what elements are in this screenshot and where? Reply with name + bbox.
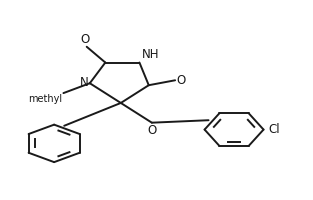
Text: O: O xyxy=(177,74,186,87)
Text: O: O xyxy=(80,33,90,46)
Text: O: O xyxy=(148,124,157,137)
Text: N: N xyxy=(80,76,88,89)
Text: methyl: methyl xyxy=(28,94,62,104)
Text: NH: NH xyxy=(142,48,159,61)
Text: Cl: Cl xyxy=(268,123,280,136)
